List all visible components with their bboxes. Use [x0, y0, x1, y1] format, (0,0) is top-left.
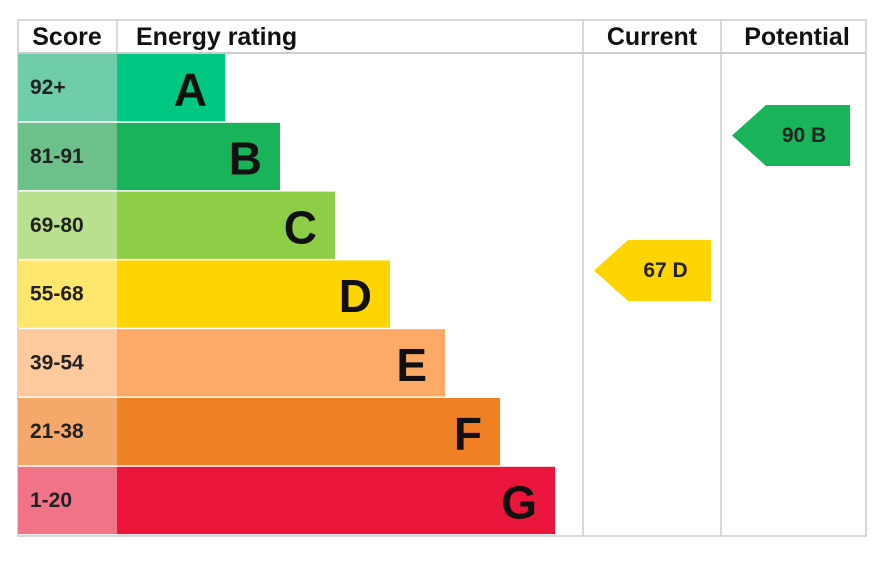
header-score: Score [32, 23, 102, 51]
header-potential: Potential [744, 23, 850, 51]
score-cell [18, 466, 117, 535]
potential-arrow [732, 105, 850, 166]
rating-bar [117, 466, 555, 535]
header-current: Current [607, 23, 698, 51]
score-cell [18, 191, 117, 259]
current-arrow [594, 240, 711, 301]
score-cell [18, 260, 117, 328]
rating-letter: B [229, 132, 262, 184]
score-range: 92+ [30, 76, 66, 99]
rating-letter: D [339, 270, 372, 322]
rating-bar [117, 54, 225, 122]
rating-bar [117, 191, 335, 259]
score-cell [18, 122, 117, 191]
score-cell [18, 398, 117, 466]
potential-label: 90 B [782, 124, 826, 147]
score-range: 55-68 [30, 283, 84, 306]
header-energy-rating: Energy rating [136, 23, 297, 51]
score-range: 1-20 [30, 489, 72, 512]
rating-bar [117, 329, 445, 397]
rating-letter: C [284, 201, 317, 253]
rating-letter: A [174, 64, 207, 116]
score-range: 81-91 [30, 145, 84, 168]
rating-bar [117, 122, 280, 191]
score-cell [18, 54, 117, 122]
rating-bar [117, 398, 500, 466]
score-range: 69-80 [30, 214, 84, 237]
score-range: 39-54 [30, 351, 84, 374]
rating-bar [117, 260, 390, 328]
current-label: 67 D [643, 259, 687, 282]
rating-letter: E [396, 339, 427, 391]
rating-letter: F [454, 408, 482, 460]
score-cell [18, 329, 117, 397]
rating-letter: G [501, 476, 537, 528]
score-range: 21-38 [30, 420, 84, 443]
